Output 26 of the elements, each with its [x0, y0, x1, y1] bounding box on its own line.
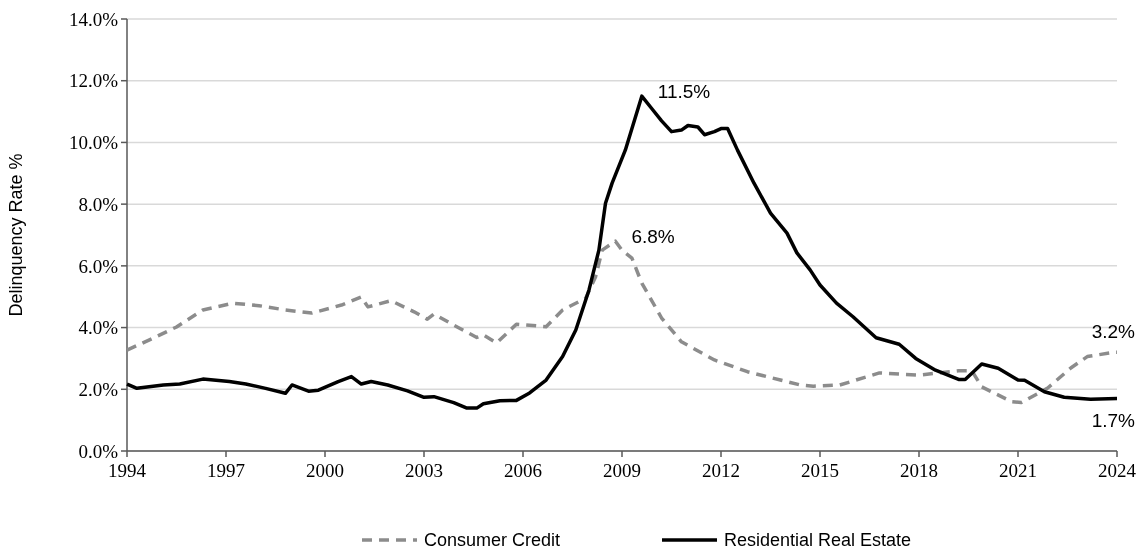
annotation: 1.7% — [1091, 409, 1136, 431]
legend-label: Consumer Credit — [424, 530, 561, 551]
annotation: 11.5% — [657, 81, 711, 103]
x-tick-label: 2021 — [999, 460, 1037, 481]
y-tick-label: 8.0% — [78, 193, 119, 215]
annotation: 6.8% — [631, 226, 675, 248]
y-tick-label: 12.0% — [68, 70, 119, 92]
x-tick-label: 1994 — [108, 460, 147, 481]
x-tick-label: 1997 — [207, 460, 245, 481]
y-tick-label: 14.0% — [68, 8, 119, 30]
y-tick-label: 0.0% — [78, 440, 119, 462]
y-tick-label: 10.0% — [68, 132, 119, 154]
x-tick-label: 2024 — [1098, 460, 1137, 481]
x-tick-label: 2009 — [603, 460, 641, 481]
y-tick-label: 6.0% — [78, 255, 119, 277]
x-tick-label: 2015 — [801, 460, 839, 481]
annotation: 3.2% — [1091, 321, 1136, 343]
x-tick-label: 2000 — [306, 460, 344, 481]
y-axis-title: Delinquency Rate % — [6, 153, 26, 317]
x-tick-label: 2006 — [504, 460, 542, 481]
legend-label: Residential Real Estate — [724, 530, 912, 551]
y-tick-label: 4.0% — [78, 317, 119, 339]
x-tick-label: 2018 — [900, 460, 938, 481]
y-tick-label: 2.0% — [78, 378, 119, 400]
x-tick-label: 2003 — [405, 460, 443, 481]
x-tick-label: 2012 — [702, 460, 740, 481]
